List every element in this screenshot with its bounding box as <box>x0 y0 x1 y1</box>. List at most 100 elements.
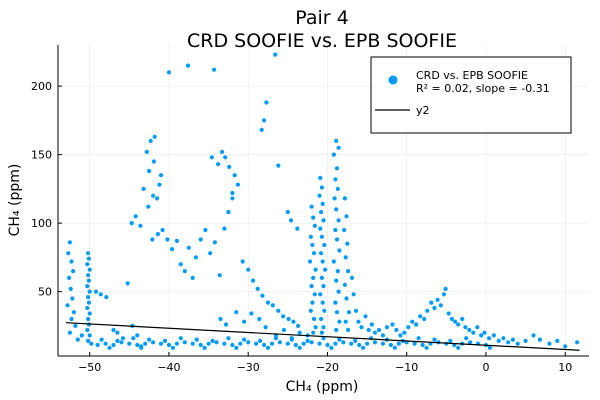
legend: CRD vs. EPB SOOFIE R² = 0.02, slope = -0… <box>370 56 572 134</box>
scatter-point <box>254 341 259 346</box>
scatter-point <box>301 341 306 346</box>
scatter-point <box>135 333 140 338</box>
scatter-point <box>321 325 326 330</box>
scatter-point <box>86 273 91 278</box>
scatter-point <box>321 218 326 223</box>
scatter-point <box>392 345 397 350</box>
scatter-point <box>313 267 318 272</box>
scatter-point <box>103 341 108 346</box>
scatter-point <box>414 322 419 327</box>
scatter-point <box>329 345 334 350</box>
scatter-point <box>285 210 290 215</box>
chart-subtitle: CRD SOOFIE vs. EPB SOOFIE <box>187 30 457 52</box>
scatter-point <box>255 286 260 291</box>
scatter-point <box>456 322 461 327</box>
scatter-point <box>432 337 437 342</box>
scatter-point <box>402 330 407 335</box>
scatter-point <box>258 338 263 343</box>
scatter-point <box>346 327 351 333</box>
scatter-point <box>166 342 172 348</box>
scatter-point <box>86 338 91 343</box>
scatter-point <box>318 175 323 180</box>
scatter-point <box>523 338 528 343</box>
scatter-point <box>425 308 430 313</box>
scatter-point <box>343 319 348 324</box>
scatter-point <box>537 337 543 342</box>
scatter-point <box>216 162 221 167</box>
scatter-point <box>210 338 215 343</box>
scatter-point <box>120 336 126 341</box>
scatter-point <box>150 237 155 242</box>
scatter-point <box>170 345 175 350</box>
scatter-point <box>346 310 351 315</box>
scatter-point <box>467 327 472 333</box>
scatter-point <box>441 292 447 297</box>
scatter-point <box>263 325 268 330</box>
scatter-point <box>119 340 124 345</box>
scatter-point <box>85 284 90 289</box>
scatter-point <box>334 327 339 333</box>
scatter-point <box>366 327 371 333</box>
scatter-point <box>420 342 425 348</box>
scatter-point <box>158 173 164 178</box>
scatter-point <box>453 319 458 324</box>
scatter-point <box>547 341 552 346</box>
scatter-point <box>86 278 91 283</box>
scatter-point <box>297 330 302 335</box>
scatter-point <box>438 303 443 308</box>
scatter-point <box>222 341 227 346</box>
scatter-point <box>71 269 76 274</box>
scatter-point <box>406 325 411 330</box>
scatter-point <box>212 67 217 72</box>
scatter-point <box>311 251 317 256</box>
scatter-point <box>232 173 237 178</box>
scatter-point <box>86 256 91 261</box>
scatter-point <box>223 155 228 160</box>
scatter-point <box>337 248 342 253</box>
x-tick-label: −30 <box>237 361 260 374</box>
scatter-point <box>376 327 382 333</box>
scatter-point <box>349 275 355 280</box>
scatter-point <box>186 245 191 250</box>
scatter-point <box>65 303 70 308</box>
scatter-point <box>319 251 324 256</box>
scatter-point <box>334 166 340 171</box>
scatter-point <box>198 237 203 242</box>
scatter-point <box>87 311 92 316</box>
scatter-point <box>308 234 313 239</box>
scatter-point <box>319 330 324 335</box>
legend-stats-scatter: R² = 0.02, slope = -0.31 <box>416 82 550 95</box>
scatter-point <box>372 330 378 335</box>
scatter-point <box>265 345 271 350</box>
scatter-point <box>182 269 187 274</box>
scatter-point <box>311 316 317 322</box>
scatter-point <box>363 314 368 319</box>
scatter-point <box>309 204 314 209</box>
scatter-point <box>111 327 116 333</box>
scatter-point <box>482 330 487 335</box>
scatter-point <box>296 323 301 328</box>
scatter-point <box>345 241 350 246</box>
scatter-point <box>218 316 223 322</box>
scatter-point <box>334 138 339 143</box>
scatter-point <box>93 289 99 294</box>
scatter-point <box>242 337 247 342</box>
scatter-point <box>209 155 214 160</box>
scatter-point <box>98 292 103 297</box>
scatter-point <box>257 316 262 322</box>
scatter-point <box>246 340 251 345</box>
scatter-point <box>75 337 80 342</box>
scatter-point <box>311 275 316 280</box>
scatter-point <box>264 100 269 105</box>
scatter-point <box>281 327 286 333</box>
legend-label-y2: y2 <box>416 104 430 117</box>
scatter-point <box>432 305 437 311</box>
scatter-point <box>380 341 385 346</box>
scatter-point <box>335 269 340 274</box>
scatter-point <box>234 345 239 350</box>
scatter-point <box>273 336 278 341</box>
scatter-point <box>67 275 72 280</box>
scatter-point <box>295 226 300 231</box>
scatter-point <box>276 163 281 168</box>
